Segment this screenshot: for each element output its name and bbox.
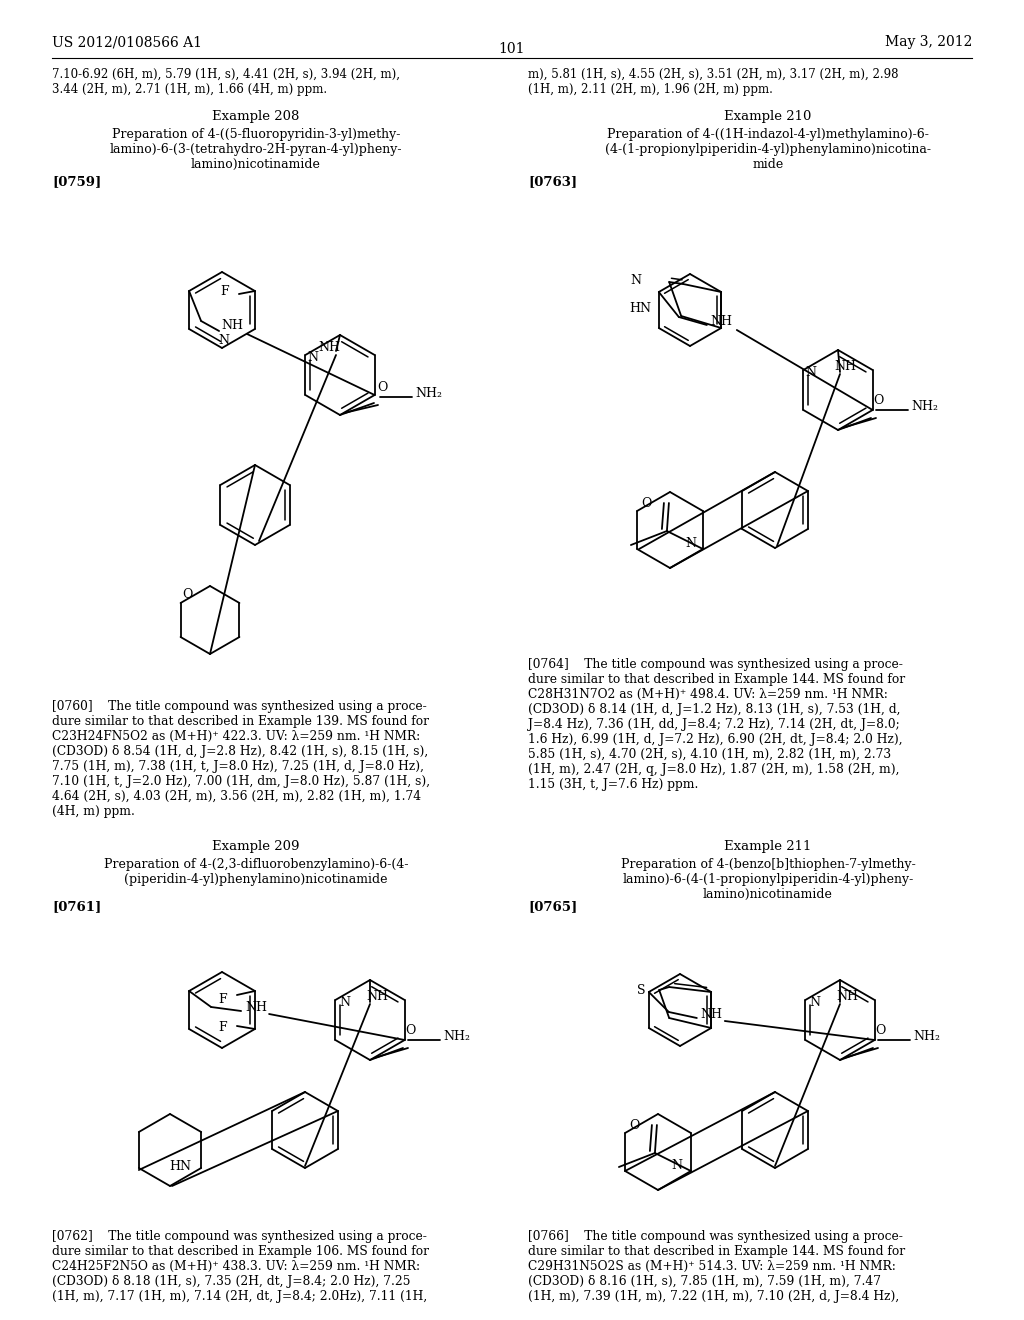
Text: [0760]    The title compound was synthesized using a proce-
dure similar to that: [0760] The title compound was synthesize… bbox=[52, 700, 430, 818]
Text: N: N bbox=[218, 334, 229, 347]
Text: N: N bbox=[630, 275, 641, 286]
Text: N: N bbox=[805, 366, 816, 379]
Text: Preparation of 4-(benzo[b]thiophen-7-ylmethy-
lamino)-6-(4-(1-propionylpiperidin: Preparation of 4-(benzo[b]thiophen-7-ylm… bbox=[621, 858, 915, 902]
Text: S: S bbox=[637, 983, 645, 997]
Text: 7.10-6.92 (6H, m), 5.79 (1H, s), 4.41 (2H, s), 3.94 (2H, m),
3.44 (2H, m), 2.71 : 7.10-6.92 (6H, m), 5.79 (1H, s), 4.41 (2… bbox=[52, 69, 400, 96]
Text: N: N bbox=[339, 997, 350, 1008]
Text: F: F bbox=[218, 1020, 227, 1034]
Text: NH₂: NH₂ bbox=[911, 400, 938, 413]
Text: [0762]    The title compound was synthesized using a proce-
dure similar to that: [0762] The title compound was synthesize… bbox=[52, 1230, 429, 1303]
Text: N: N bbox=[809, 997, 820, 1008]
Text: 101: 101 bbox=[499, 42, 525, 55]
Text: O: O bbox=[874, 1024, 885, 1038]
Text: F: F bbox=[218, 993, 227, 1006]
Text: HN: HN bbox=[629, 302, 651, 315]
Text: O: O bbox=[377, 381, 387, 393]
Text: NH: NH bbox=[700, 1008, 723, 1020]
Text: NH: NH bbox=[318, 341, 340, 354]
Text: [0764]    The title compound was synthesized using a proce-
dure similar to that: [0764] The title compound was synthesize… bbox=[528, 657, 905, 791]
Text: [0765]: [0765] bbox=[528, 900, 578, 913]
Text: Preparation of 4-((1H-indazol-4-yl)methylamino)-6-
(4-(1-propionylpiperidin-4-yl: Preparation of 4-((1H-indazol-4-yl)methy… bbox=[605, 128, 931, 172]
Text: O: O bbox=[641, 498, 651, 510]
Text: Example 210: Example 210 bbox=[724, 110, 812, 123]
Text: [0759]: [0759] bbox=[52, 176, 101, 187]
Text: Example 208: Example 208 bbox=[212, 110, 300, 123]
Text: Preparation of 4-(2,3-difluorobenzylamino)-6-(4-
(piperidin-4-yl)phenylamino)nic: Preparation of 4-(2,3-difluorobenzylamin… bbox=[103, 858, 409, 886]
Text: Example 211: Example 211 bbox=[724, 840, 812, 853]
Text: NH₂: NH₂ bbox=[443, 1030, 470, 1043]
Text: O: O bbox=[629, 1119, 639, 1133]
Text: [0766]    The title compound was synthesized using a proce-
dure similar to that: [0766] The title compound was synthesize… bbox=[528, 1230, 905, 1303]
Text: NH₂: NH₂ bbox=[913, 1030, 940, 1043]
Text: NH: NH bbox=[834, 360, 856, 374]
Text: NH₂: NH₂ bbox=[415, 387, 442, 400]
Text: N: N bbox=[671, 1159, 682, 1172]
Text: O: O bbox=[872, 393, 883, 407]
Text: HN: HN bbox=[169, 1160, 191, 1173]
Text: F: F bbox=[220, 285, 229, 298]
Text: NH: NH bbox=[245, 1001, 267, 1014]
Text: US 2012/0108566 A1: US 2012/0108566 A1 bbox=[52, 36, 202, 49]
Text: O: O bbox=[404, 1024, 415, 1038]
Text: [0761]: [0761] bbox=[52, 900, 101, 913]
Text: NH: NH bbox=[366, 990, 388, 1003]
Text: Example 209: Example 209 bbox=[212, 840, 300, 853]
Text: m), 5.81 (1H, s), 4.55 (2H, s), 3.51 (2H, m), 3.17 (2H, m), 2.98
(1H, m), 2.11 (: m), 5.81 (1H, s), 4.55 (2H, s), 3.51 (2H… bbox=[528, 69, 898, 96]
Text: N: N bbox=[307, 351, 318, 364]
Text: N: N bbox=[685, 537, 696, 550]
Text: [0763]: [0763] bbox=[528, 176, 578, 187]
Text: NH: NH bbox=[221, 319, 243, 333]
Text: NH: NH bbox=[836, 990, 858, 1003]
Text: O: O bbox=[182, 587, 193, 601]
Text: Preparation of 4-((5-fluoropyridin-3-yl)methy-
lamino)-6-(3-(tetrahydro-2H-pyran: Preparation of 4-((5-fluoropyridin-3-yl)… bbox=[110, 128, 402, 172]
Text: NH: NH bbox=[711, 315, 733, 327]
Text: May 3, 2012: May 3, 2012 bbox=[885, 36, 972, 49]
